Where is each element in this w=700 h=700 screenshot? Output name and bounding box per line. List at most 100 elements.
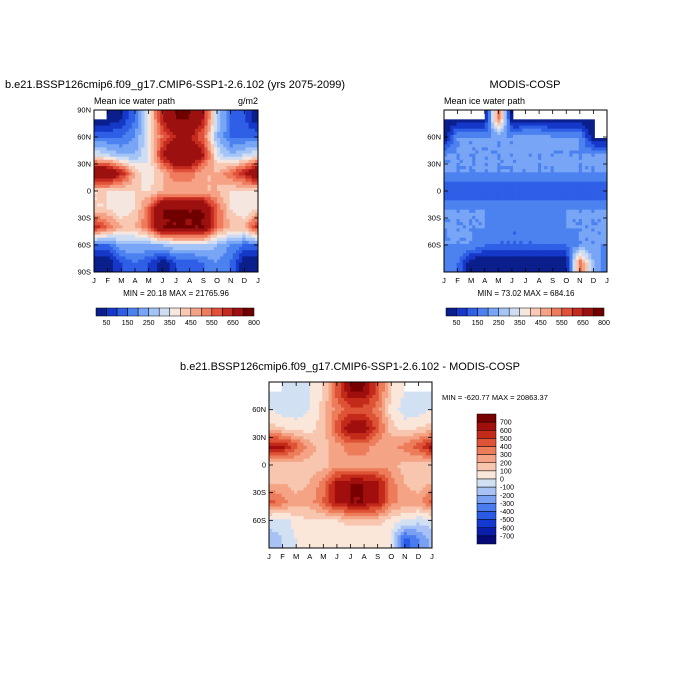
contour-cell (147, 113, 152, 117)
contour-cell (534, 162, 539, 167)
contour-cell (185, 262, 190, 267)
contour-cell (481, 178, 486, 183)
contour-cell (248, 237, 253, 242)
contour-cell (207, 231, 212, 236)
contour-cell (242, 228, 246, 232)
contour-cell (138, 153, 142, 158)
contour-cell (201, 162, 205, 167)
contour-cell (239, 197, 243, 201)
contour-cell (226, 131, 231, 136)
contour-cell (588, 131, 592, 136)
contour-cell (525, 134, 530, 139)
contour-cell (559, 138, 564, 142)
contour-cell (462, 194, 467, 198)
contour-cell (112, 150, 117, 155)
contour-cell (210, 219, 215, 223)
contour-cell (534, 219, 539, 223)
contour-cell (481, 187, 486, 192)
contour-cell (160, 166, 164, 170)
contour-cell (491, 138, 495, 142)
contour-cell (245, 156, 249, 161)
contour-cell (169, 231, 174, 236)
contour-cell (578, 172, 583, 176)
contour-cell (128, 159, 133, 164)
contour-cell (122, 166, 126, 170)
contour-cell (534, 187, 539, 192)
contour-cell (581, 178, 586, 183)
contour-cell (248, 256, 253, 260)
contour-cell (131, 175, 136, 179)
contour-cell (141, 228, 145, 232)
contour-cell (254, 128, 259, 133)
contour-cell (201, 138, 205, 142)
contour-cell (213, 110, 218, 114)
contour-cell (459, 178, 464, 183)
contour-cell (169, 212, 174, 217)
contour-cell (172, 256, 177, 260)
contour-cell (157, 116, 161, 120)
contour-cell (112, 187, 117, 192)
contour-cell (163, 219, 167, 223)
contour-cell (194, 215, 199, 220)
contour-cell (487, 162, 492, 167)
contour-cell (204, 110, 208, 114)
contour-cell (217, 197, 221, 201)
contour-cell (160, 191, 164, 195)
contour-cell (456, 119, 461, 123)
contour-cell (578, 150, 583, 155)
contour-cell (597, 141, 602, 145)
contour-cell (229, 212, 234, 217)
contour-cell (232, 265, 237, 270)
contour-cell (220, 209, 224, 214)
contour-cell (559, 181, 564, 186)
contour-cell (179, 172, 183, 176)
contour-cell (220, 234, 224, 239)
contour-cell (248, 234, 253, 239)
panel-obs-title: MODIS-COSP (490, 79, 561, 91)
contour-cell (201, 240, 205, 245)
contour-cell (547, 219, 551, 223)
contour-cell (522, 156, 526, 161)
contour-cell (153, 162, 158, 167)
contour-cell (141, 212, 145, 217)
contour-cell (191, 141, 196, 145)
contour-cell (153, 187, 158, 192)
contour-cell (138, 250, 142, 254)
contour-cell (229, 253, 234, 257)
contour-cell (531, 147, 536, 151)
contour-cell (217, 153, 221, 158)
contour-cell (588, 194, 592, 198)
contour-cell (128, 253, 133, 257)
contour-cell (100, 153, 104, 158)
contour-cell (232, 209, 237, 214)
contour-cell (125, 256, 130, 260)
contour-cell (160, 175, 164, 179)
contour-cell (456, 247, 461, 251)
contour-cell (497, 150, 501, 155)
contour-cell (147, 166, 152, 170)
contour-cell (534, 212, 539, 217)
contour-cell (210, 231, 215, 236)
contour-cell (453, 203, 457, 207)
contour-cell (226, 212, 231, 217)
contour-cell (248, 253, 253, 257)
contour-cell (217, 116, 221, 120)
contour-cell (559, 225, 564, 229)
contour-cell (119, 134, 123, 139)
contour-cell (235, 262, 240, 267)
contour-cell (447, 175, 451, 179)
contour-cell (207, 153, 212, 158)
contour-cell (478, 141, 483, 145)
contour-cell (229, 175, 234, 179)
contour-cell (494, 122, 498, 126)
contour-cell (603, 166, 608, 170)
contour-cell (144, 222, 149, 226)
contour-cell (112, 172, 117, 176)
contour-cell (519, 206, 523, 211)
contour-cell (500, 181, 504, 186)
contour-cell (512, 243, 517, 248)
contour-cell (141, 116, 145, 120)
contour-cell (500, 169, 504, 173)
contour-cell (522, 162, 526, 167)
